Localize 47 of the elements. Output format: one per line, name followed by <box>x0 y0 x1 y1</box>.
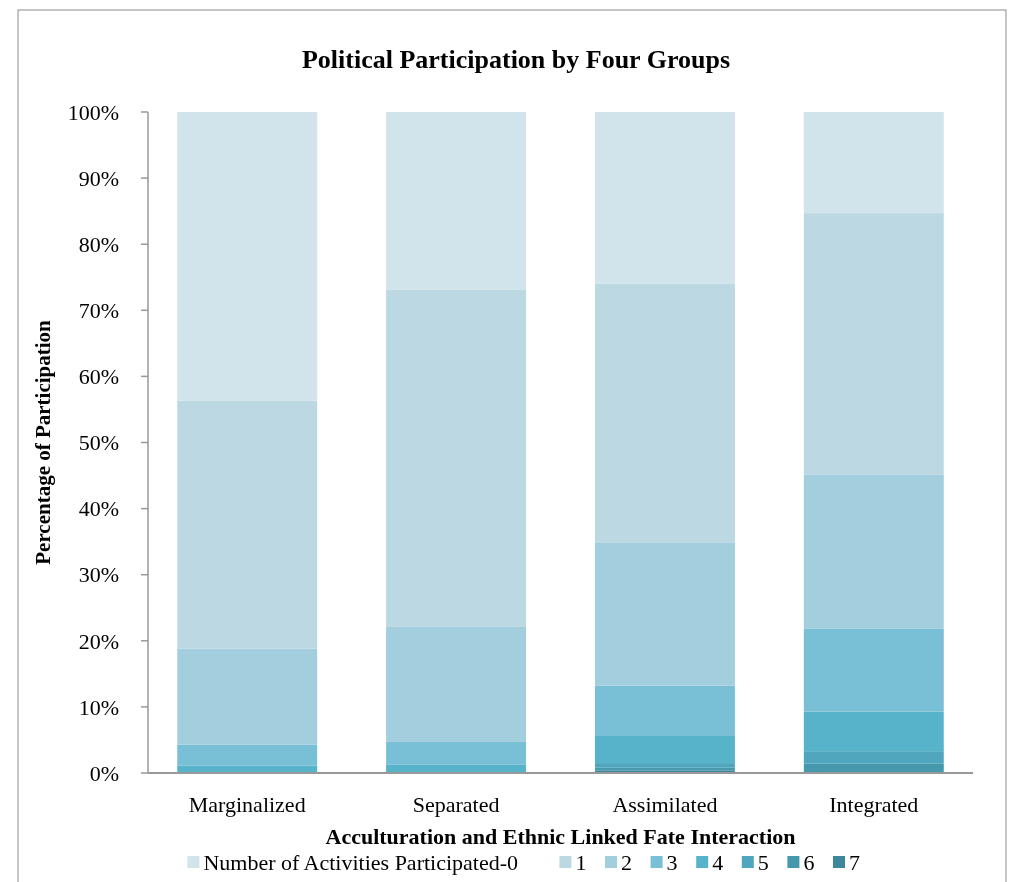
bar <box>177 400 318 649</box>
x-axis-title: Acculturation and Ethnic Linked Fate Interaction <box>325 824 796 849</box>
y-tick-label: 40% <box>78 496 119 522</box>
bar <box>594 542 735 686</box>
bar <box>594 763 735 768</box>
bar <box>803 711 944 752</box>
y-tick-label: 30% <box>78 562 119 588</box>
bar <box>177 112 318 401</box>
legend-label: Number of Activities Participated-0 <box>203 850 519 875</box>
y-tick-label: 80% <box>78 231 119 257</box>
legend-label: 3 <box>666 850 678 875</box>
legend-label: 1 <box>575 850 587 875</box>
y-tick-label: 90% <box>78 165 119 191</box>
y-axis-title: Percentage of Participation <box>31 319 55 565</box>
y-tick-label: 0% <box>89 760 119 786</box>
bar <box>803 474 944 629</box>
y-tick-label: 50% <box>78 430 119 456</box>
bar <box>803 213 944 475</box>
bar <box>177 648 318 745</box>
bar <box>594 735 735 764</box>
bar <box>386 112 527 290</box>
bar <box>803 751 944 764</box>
y-tick-label: 100% <box>67 99 119 125</box>
chart-title: Political Participation by Four Groups <box>301 45 731 74</box>
bar <box>386 626 527 742</box>
bar <box>594 685 735 736</box>
legend-label: 2 <box>621 850 632 875</box>
y-tick-label: 10% <box>78 694 119 720</box>
x-tick-label: Marginalized <box>188 792 306 817</box>
bar <box>386 764 527 773</box>
y-tick-label: 20% <box>78 628 119 654</box>
bar <box>386 289 527 627</box>
bar <box>803 628 944 712</box>
x-tick-label: Assimilated <box>612 792 718 817</box>
x-tick-label: Integrated <box>829 792 919 817</box>
bar <box>594 283 735 543</box>
bar <box>386 741 527 765</box>
bar <box>177 744 318 766</box>
y-tick-label: 60% <box>78 364 119 390</box>
bar <box>594 112 735 284</box>
x-tick-label: Separated <box>412 792 500 817</box>
legend-label: 4 <box>712 850 724 875</box>
bar <box>803 112 944 214</box>
y-tick-label: 70% <box>78 298 119 323</box>
legend-label: 7 <box>849 850 860 875</box>
legend-label: 6 <box>803 850 815 875</box>
legend-label: 5 <box>757 850 769 875</box>
